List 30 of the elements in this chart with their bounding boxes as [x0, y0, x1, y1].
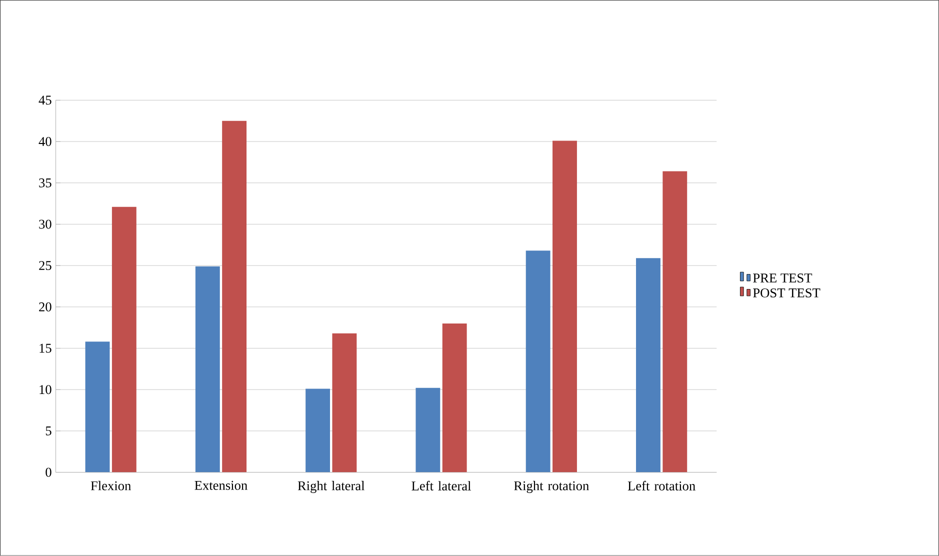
- y-tick-label: 45: [38, 96, 52, 105]
- bar: [526, 250, 550, 472]
- y-tick-label: 25: [39, 261, 52, 270]
- y-tick-label: 15: [40, 344, 52, 353]
- y-tick-label: 20: [39, 302, 52, 312]
- y-tick-label: 0: [46, 468, 52, 477]
- bar: [416, 388, 440, 472]
- bar: [442, 324, 467, 472]
- legend-label: PRE TEST: [753, 274, 812, 283]
- y-tick-label: 30: [39, 220, 52, 229]
- y-tick-label: 35: [39, 178, 52, 188]
- y-tick-label: 10: [40, 385, 52, 394]
- x-tick-label: Right rotation: [514, 481, 589, 494]
- x-tick-label: Flexion: [90, 481, 131, 490]
- bar: [636, 258, 660, 472]
- bar: [306, 388, 330, 472]
- bar: [332, 333, 357, 472]
- x-tick-label: Extension: [194, 481, 248, 490]
- bar: [552, 140, 577, 472]
- x-tick-label: Right lateral: [298, 481, 365, 494]
- x-tick-label: Left lateral: [412, 481, 471, 491]
- legend-label: POST TEST: [753, 288, 820, 298]
- bar: [662, 171, 688, 472]
- bar: [222, 120, 247, 472]
- bar: [85, 342, 110, 472]
- bar: [112, 206, 136, 472]
- y-tick-label: 40: [38, 137, 52, 146]
- x-tick-label: Left rotation: [628, 481, 696, 491]
- bar: [195, 266, 220, 472]
- y-tick-label: 5: [46, 426, 52, 436]
